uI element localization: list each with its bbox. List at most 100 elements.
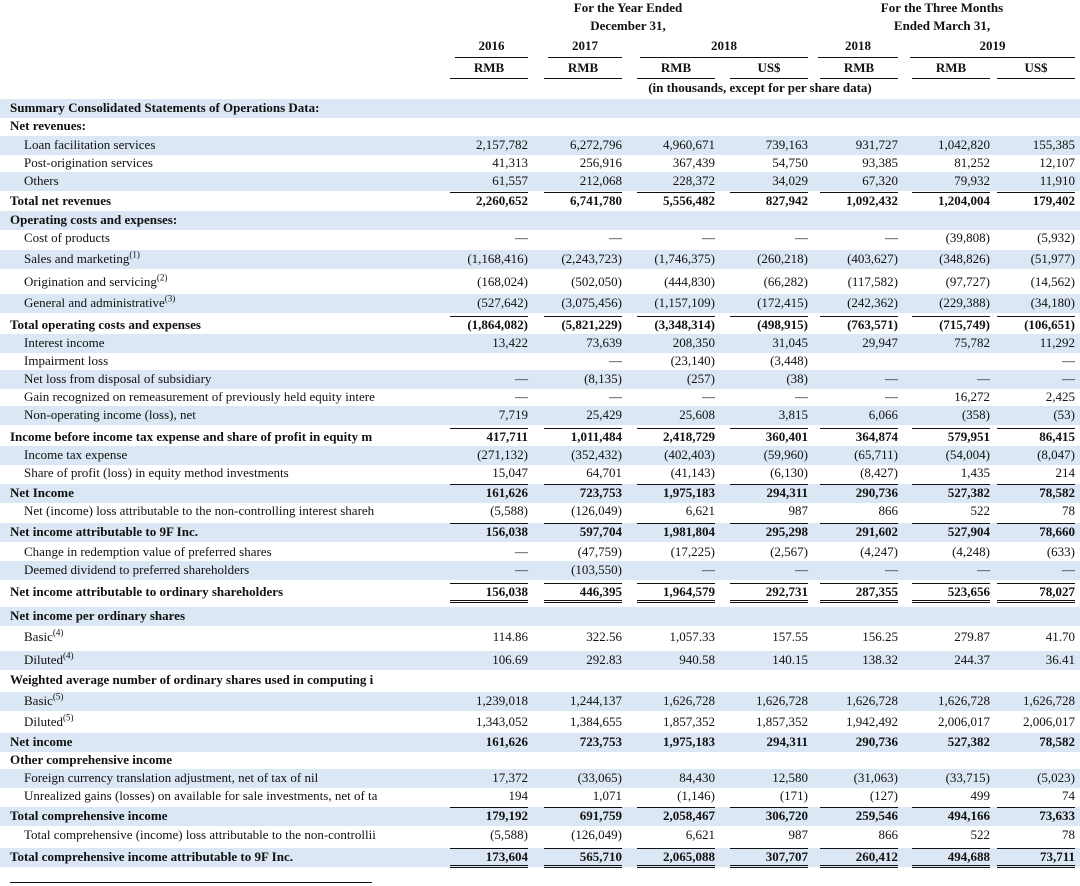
cell-value: (1,746,375) xyxy=(654,251,715,266)
cell-value: 446,395 xyxy=(544,583,622,603)
cell-value: (260,218) xyxy=(757,251,808,266)
cell-value: (242,362) xyxy=(847,295,898,310)
table-row: Total net revenues 2,260,652 6,741,780 5,55… xyxy=(0,192,1080,211)
cell-value: (8,047) xyxy=(1037,447,1075,462)
cell-value: (1,864,082) xyxy=(450,316,528,333)
row-label-text: Total operating costs and expenses xyxy=(10,317,201,332)
cell-value: 155,385 xyxy=(1032,137,1075,152)
cell-value: 11,910 xyxy=(1039,173,1075,188)
cell-value: (1,168,416) xyxy=(467,251,528,266)
cell-value: 866 xyxy=(878,827,899,842)
cell-value: (3,448) xyxy=(770,353,808,368)
cell-value: — xyxy=(515,230,528,245)
row-label: Sales and marketing(1) xyxy=(24,251,448,267)
cell-value: — xyxy=(609,353,622,368)
cell-value: (3,348,314) xyxy=(637,316,715,333)
cell-value: (127) xyxy=(869,788,898,803)
year-rule xyxy=(910,57,1075,58)
table-row: Income before income tax expense and sha… xyxy=(0,428,1080,447)
cell-value: 78,582 xyxy=(997,484,1075,501)
currency-heading: US$ xyxy=(757,60,781,75)
cell-value: 1,975,183 xyxy=(663,734,715,749)
cell-value: 114.86 xyxy=(492,629,528,644)
cell-value: (4,247) xyxy=(860,544,898,559)
row-label: Gain recognized on remeasurement of prev… xyxy=(24,389,448,405)
row-label: Summary Consolidated Statements of Opera… xyxy=(10,100,448,116)
cell-value: 307,707 xyxy=(730,848,808,868)
row-label: Other comprehensive income xyxy=(10,752,448,768)
cell-value: 522 xyxy=(970,827,991,842)
cell-value: 1,626,728 xyxy=(756,693,808,708)
cell-value: — xyxy=(702,562,715,577)
row-label-text: Change in redemption value of preferred … xyxy=(24,544,272,559)
row-label-text: Income tax expense xyxy=(24,447,128,462)
cell-value: 494,688 xyxy=(912,848,990,868)
footnote-ref: (1) xyxy=(129,251,140,260)
cell-value: 522 xyxy=(970,503,991,518)
cell-value: (38) xyxy=(786,371,808,386)
cell-value: 1,071 xyxy=(592,788,622,803)
row-label-text: Others xyxy=(24,173,59,188)
row-label: General and administrative(3) xyxy=(24,295,448,311)
cell-value: (17,225) xyxy=(670,544,715,559)
cell-value: (527,642) xyxy=(477,295,528,310)
table-row: Origination and servicing(2) (168,024) (50… xyxy=(0,273,1080,292)
row-label: Unrealized gains (losses) on available f… xyxy=(24,788,448,804)
currency-rule xyxy=(912,78,990,79)
row-label: Total comprehensive income xyxy=(10,808,448,824)
footnote-rule xyxy=(10,882,372,883)
cell-value: 36.41 xyxy=(1045,652,1075,667)
row-label-text: Operating costs and expenses: xyxy=(10,212,178,227)
cell-value: 54,750 xyxy=(772,155,808,170)
row-label: Impairment loss xyxy=(24,353,448,369)
row-label-text: General and administrative xyxy=(24,295,165,310)
cell-value: (444,830) xyxy=(664,274,715,289)
cell-value: (5,932) xyxy=(1037,230,1075,245)
cell-value: 1,626,728 xyxy=(938,693,990,708)
cell-value: (54,004) xyxy=(945,447,990,462)
cell-value: 1,204,004 xyxy=(912,192,990,209)
year-rule xyxy=(640,57,808,58)
cell-value: 67,320 xyxy=(862,173,898,188)
cell-value: 1,857,352 xyxy=(756,714,808,729)
cell-value: 527,382 xyxy=(912,484,990,501)
cell-value: 6,621 xyxy=(685,503,715,518)
row-label-text: Impairment loss xyxy=(24,353,109,368)
table-row: Unrealized gains (losses) on available f… xyxy=(0,787,1080,806)
cell-value: 13,422 xyxy=(492,335,528,350)
table-row: Net Income 161,626 723,753 1,975,183 294,311… xyxy=(0,484,1080,503)
row-label-text: Weighted average number of ordinary shar… xyxy=(10,672,374,687)
cell-value: 12,580 xyxy=(772,770,808,785)
cell-value: 1,435 xyxy=(960,465,990,480)
cell-value: 523,656 xyxy=(912,583,990,603)
cell-value: 25,608 xyxy=(679,407,715,422)
cell-value: 173,604 xyxy=(450,848,528,868)
row-label-text: Loan facilitation services xyxy=(24,137,156,152)
cell-value: (66,282) xyxy=(763,274,808,289)
cell-value: (171) xyxy=(779,788,808,803)
currency-rule xyxy=(820,78,898,79)
year-rule xyxy=(455,57,528,58)
cell-value: 723,753 xyxy=(579,734,622,749)
table-row: Diluted(4) 106.69 292.83 940.58 140.15 138.32… xyxy=(0,651,1080,670)
cell-value: 161,626 xyxy=(450,484,528,501)
row-label: Net Income xyxy=(10,485,448,501)
cell-value: 2,260,652 xyxy=(450,192,528,209)
cell-value: 61,557 xyxy=(492,173,528,188)
cell-value: 179,192 xyxy=(450,807,528,824)
cell-value: 2,425 xyxy=(1045,389,1075,404)
cell-value: (31,063) xyxy=(853,770,898,785)
row-label: Net income xyxy=(10,734,448,750)
cell-value: 360,401 xyxy=(730,428,808,445)
cell-value: 295,298 xyxy=(730,523,808,540)
cell-value: (229,388) xyxy=(939,295,990,310)
cell-value: (4,248) xyxy=(952,544,990,559)
currency-rule xyxy=(730,78,808,79)
cell-value: (53) xyxy=(1053,407,1075,422)
cell-value: 74 xyxy=(1062,788,1075,803)
currency-heading: RMB xyxy=(935,60,967,75)
row-label: Net (income) loss attributable to the no… xyxy=(24,503,448,519)
cell-value: 5,556,482 xyxy=(637,192,715,209)
cell-value: 31,045 xyxy=(772,335,808,350)
